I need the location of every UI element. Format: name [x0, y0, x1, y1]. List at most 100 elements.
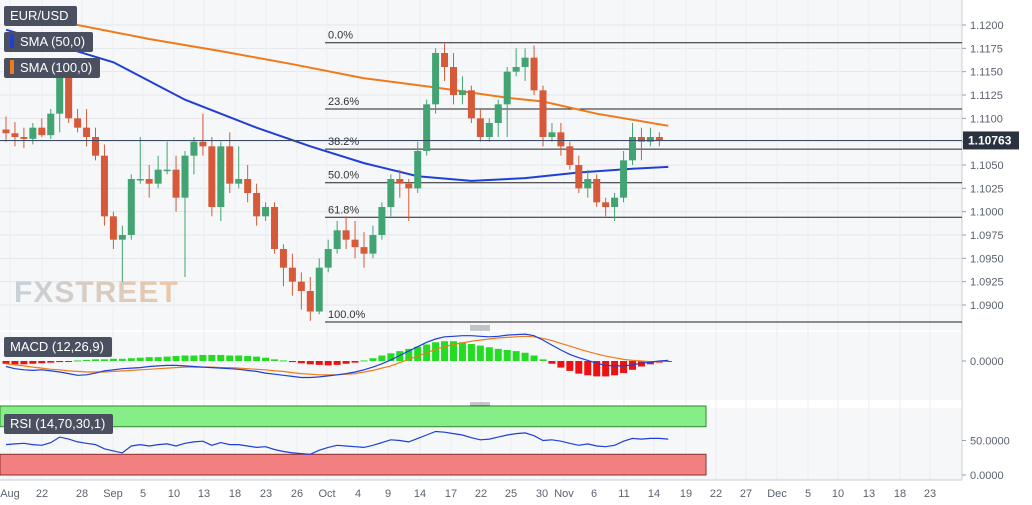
candle: [432, 48, 440, 114]
candle: [38, 118, 46, 137]
candle-body: [369, 235, 377, 254]
macd-histogram-bar: [342, 361, 350, 364]
macd-histogram-bar: [145, 357, 153, 361]
macd-histogram-bar: [584, 361, 592, 376]
candle: [136, 137, 144, 184]
time-tick-label: 13: [198, 488, 210, 500]
sma-100-legend[interactable]: SMA (100,0): [4, 58, 101, 78]
candle-body: [450, 67, 457, 95]
price-axis: 1.12001.11751.11501.11251.11001.10751.10…: [962, 20, 1004, 312]
fib-label: 0.0%: [328, 30, 353, 42]
panel-resize-handle-1[interactable]: [470, 325, 490, 331]
sma-50-legend[interactable]: SMA (50,0): [4, 32, 94, 52]
macd-histogram-bar: [20, 361, 28, 365]
candle: [154, 155, 162, 189]
candle: [512, 48, 520, 77]
macd-histogram-bar: [47, 361, 55, 363]
macd-histogram-bar: [315, 361, 323, 365]
candle: [217, 141, 225, 221]
macd-histogram-bar: [306, 361, 314, 365]
time-tick-label: 18: [894, 488, 906, 500]
sma-50-legend-text: SMA (50,0): [20, 34, 86, 49]
candle-body: [530, 57, 538, 91]
candle-body: [262, 207, 270, 217]
macd-histogram-bar: [154, 357, 162, 361]
macd-histogram-bar: [271, 359, 278, 361]
candle: [369, 225, 377, 259]
candle: [629, 123, 636, 165]
macd-histogram-bar: [441, 341, 449, 361]
candle-body: [333, 230, 341, 249]
candle: [611, 193, 619, 221]
macd-histogram-bar: [387, 353, 395, 361]
time-tick-label: 19: [680, 488, 692, 500]
macd-histogram-bar: [235, 355, 243, 361]
macd-legend-text: MACD (12,26,9): [10, 339, 104, 354]
macd-histogram-bar: [539, 359, 547, 361]
macd-histogram-bar: [92, 359, 99, 361]
candle-body: [575, 165, 583, 189]
time-tick-label: 4: [355, 488, 361, 500]
candle: [566, 141, 574, 170]
candle: [620, 151, 628, 203]
candle: [485, 118, 493, 142]
candle: [458, 76, 466, 105]
symbol-label[interactable]: EUR/USD: [4, 6, 77, 26]
candle-body: [602, 202, 610, 207]
fib-label: 50.0%: [328, 170, 359, 182]
candle: [47, 109, 55, 139]
sma-100-line: [5, 10, 669, 127]
candle-body: [83, 127, 91, 137]
sma-100-swatch: [10, 60, 14, 74]
macd-histogram-bar: [575, 361, 583, 374]
candle-body: [29, 127, 37, 139]
macd-line: [5, 333, 669, 379]
candle-body: [20, 137, 28, 139]
candle-body: [503, 71, 511, 105]
candle-body: [423, 104, 431, 151]
candle: [297, 272, 305, 310]
macd-histogram-bar: [127, 358, 135, 361]
time-tick-label: 18: [229, 488, 241, 500]
candle-body: [279, 249, 287, 268]
candle-body: [396, 179, 404, 184]
macd-histogram-bar: [118, 358, 126, 361]
candle: [172, 155, 180, 212]
time-tick-label: 23: [260, 488, 272, 500]
fib-label: 61.8%: [328, 204, 359, 216]
candle: [360, 232, 368, 268]
macd-histogram-bar: [494, 348, 502, 361]
time-tick-label: 22: [36, 488, 48, 500]
macd-histogram-bar: [38, 361, 46, 364]
macd-panel: 0.0000: [2, 333, 1004, 379]
candle: [100, 144, 108, 226]
candle: [2, 116, 10, 142]
price-tick-label: 1.1150: [970, 67, 1003, 79]
rsi-legend[interactable]: RSI (14,70,30,1): [4, 414, 114, 434]
candle: [190, 137, 198, 175]
candle: [235, 146, 243, 189]
candle: [423, 99, 431, 156]
candle: [208, 137, 216, 217]
candle: [584, 169, 592, 198]
candle-body: [378, 207, 386, 235]
sma-100-legend-text: SMA (100,0): [20, 60, 93, 75]
candle: [244, 165, 252, 203]
macd-histogram-bar: [369, 358, 377, 361]
macd-legend[interactable]: MACD (12,26,9): [4, 337, 112, 357]
candle-body: [253, 193, 261, 217]
candle-body: [306, 291, 314, 312]
candle-body: [271, 207, 278, 249]
candle-body: [655, 137, 663, 141]
candle-body: [208, 146, 216, 207]
candlesticks: [2, 43, 663, 321]
candle: [467, 85, 475, 123]
candle: [74, 109, 82, 133]
macd-histogram-bar: [405, 348, 413, 361]
time-tick-label: 27: [740, 488, 752, 500]
last-price-tag: 1.10763: [963, 131, 1019, 150]
macd-histogram-bar: [351, 361, 359, 363]
candle: [655, 132, 663, 147]
macd-histogram-bar: [208, 354, 216, 361]
